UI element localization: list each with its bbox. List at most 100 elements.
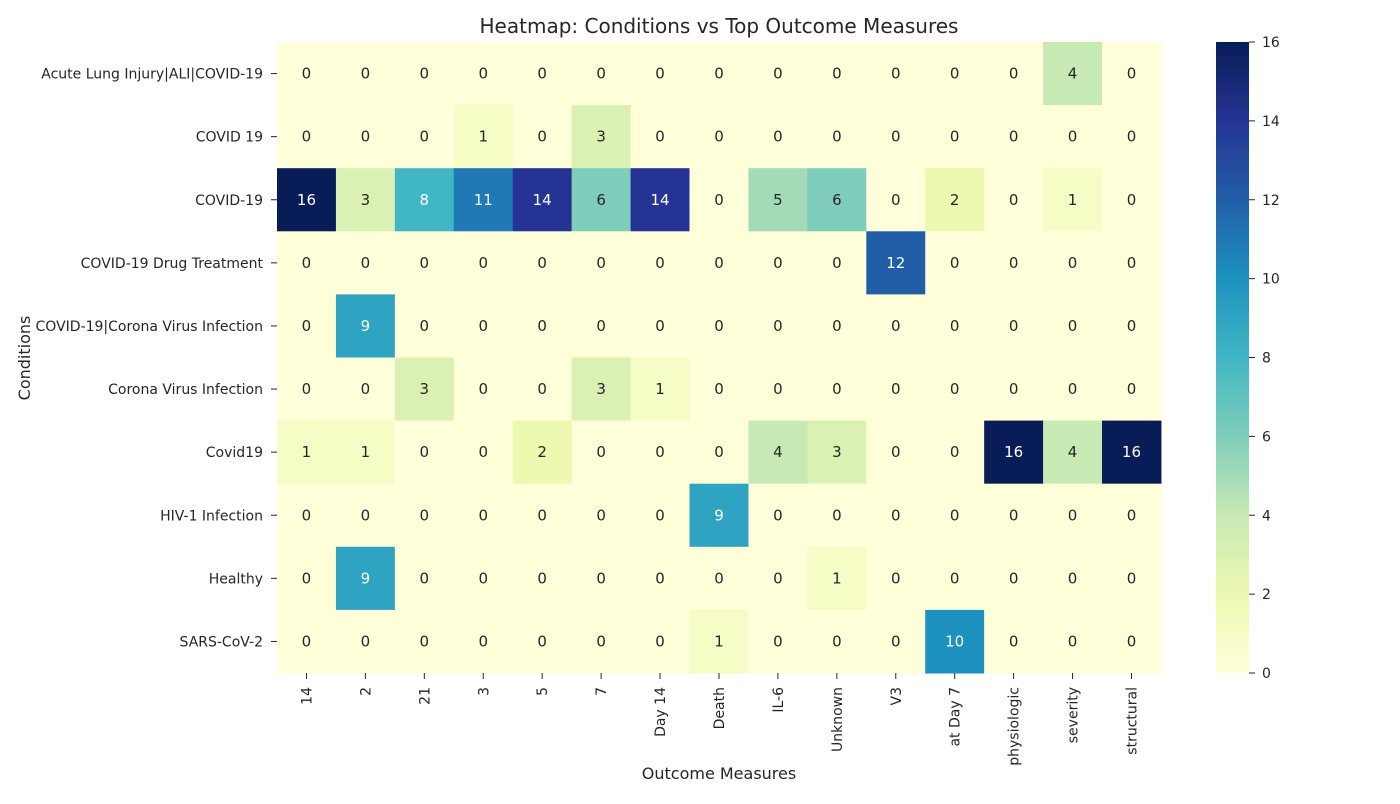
- y-tick-label: Corona Virus Infection: [108, 382, 263, 398]
- cell-value-label: 0: [773, 317, 783, 335]
- cell-value-label: 10: [945, 632, 964, 650]
- cell-value-label: 0: [1068, 317, 1078, 335]
- cell-value-label: 0: [1127, 569, 1137, 587]
- heatmap-cell: [571, 420, 632, 485]
- cell-value-label: 0: [1127, 506, 1137, 524]
- heatmap-cell: [1102, 357, 1162, 422]
- cell-value-label: 11: [474, 191, 493, 209]
- cell-value-label: 3: [596, 128, 606, 146]
- cell-value-label: 14: [650, 191, 669, 209]
- heatmap-cell: [335, 168, 396, 232]
- cell-value-label: 0: [655, 506, 665, 524]
- cell-value-label: 0: [1127, 380, 1137, 398]
- y-axis-label: Conditions: [15, 316, 34, 401]
- colorbar-tick-label: 16: [1262, 35, 1280, 51]
- heatmap-cell: [512, 420, 573, 485]
- y-tick-label: COVID-19: [195, 193, 263, 209]
- y-axis-tick-labels: Acute Lung Injury|ALI|COVID-19 COVID 19 CO…: [36, 67, 277, 650]
- cell-value-label: 0: [361, 632, 371, 650]
- cell-value-label: 0: [773, 254, 783, 272]
- heatmap-cell: [394, 420, 455, 485]
- heatmap-cell: [277, 483, 337, 548]
- heatmap-cell: [630, 231, 691, 295]
- cell-value-label: 0: [832, 380, 842, 398]
- heatmap-cell: [984, 357, 1044, 422]
- cell-value-label: 8: [420, 191, 430, 209]
- heatmap-cell: [925, 483, 985, 548]
- heatmap-cell: [512, 168, 573, 232]
- heatmap-cell: [277, 168, 337, 232]
- cell-value-label: 0: [655, 65, 665, 83]
- x-axis-tick-labels: 14 2 21 3 5 7 Day 14 Death IL-6 Unknown V3 at Day 7…: [299, 673, 1140, 766]
- cell-value-label: 4: [1068, 443, 1078, 461]
- cell-value-label: 0: [537, 317, 547, 335]
- heatmap-cell: [394, 483, 455, 548]
- heatmap-cell: [748, 168, 808, 232]
- cell-value-label: 0: [714, 317, 724, 335]
- y-tick-label: Healthy: [209, 571, 263, 587]
- heatmap-cell: [1102, 42, 1162, 106]
- cell-value-label: 1: [1068, 191, 1078, 209]
- heatmap-cell: [335, 294, 396, 358]
- heatmap-cell: [1102, 546, 1162, 611]
- cell-value-label: 0: [302, 128, 312, 146]
- heatmap-cell: [394, 105, 455, 169]
- heatmap-cell: [866, 357, 926, 422]
- colorbar-tick-label: 10: [1262, 272, 1280, 288]
- cell-value-label: 0: [537, 506, 547, 524]
- heatmap-cell: [866, 609, 926, 674]
- cell-value-label: 0: [1127, 317, 1137, 335]
- cell-value-label: 0: [361, 128, 371, 146]
- cell-value-label: 0: [1009, 380, 1019, 398]
- cell-value-label: 1: [478, 128, 488, 146]
- heatmap-cell: [512, 42, 573, 106]
- heatmap-cell: [571, 105, 632, 169]
- cell-value-label: 0: [773, 128, 783, 146]
- heatmap-cell: [925, 294, 985, 358]
- heatmap-cell: [1043, 420, 1103, 485]
- heatmap-cell: [571, 483, 632, 548]
- cell-value-label: 0: [1068, 506, 1078, 524]
- heatmap-cell: [335, 546, 396, 611]
- heatmap-cell: [394, 357, 455, 422]
- heatmap-cell: [1043, 294, 1103, 358]
- heatmap-cell: [394, 168, 455, 232]
- cell-value-label: 0: [537, 65, 547, 83]
- cell-value-label: 0: [596, 443, 606, 461]
- cell-value-label: 0: [773, 380, 783, 398]
- cell-value-label: 0: [714, 254, 724, 272]
- heatmap-cell: [394, 42, 455, 106]
- colorbar-tick-label: 14: [1262, 114, 1280, 130]
- heatmap-cell: [571, 609, 632, 674]
- heatmap-cell: [866, 420, 926, 485]
- cell-value-label: 0: [1127, 254, 1137, 272]
- heatmap-cell: [630, 294, 691, 358]
- heatmap-cell: [689, 42, 749, 106]
- cell-value-label: 0: [478, 569, 488, 587]
- cell-value-label: 0: [596, 65, 606, 83]
- cell-value-label: 0: [773, 632, 783, 650]
- heatmap-cell: [453, 168, 514, 232]
- cell-value-label: 3: [420, 380, 430, 398]
- cell-value-label: 4: [1068, 65, 1078, 83]
- cell-value-label: 0: [302, 317, 312, 335]
- cell-value-label: 16: [1122, 443, 1141, 461]
- heatmap-cell: [571, 546, 632, 611]
- heatmap-cell: [1043, 42, 1103, 106]
- cell-value-label: 0: [891, 506, 901, 524]
- heatmap-cell: [277, 420, 337, 485]
- heatmap-cell: [630, 357, 691, 422]
- heatmap-cell: [866, 42, 926, 106]
- cell-value-label: 6: [596, 191, 606, 209]
- cell-value-label: 0: [714, 443, 724, 461]
- heatmap-cell: [925, 420, 985, 485]
- x-tick-label: Death: [712, 687, 728, 729]
- heatmap-cell: [1102, 105, 1162, 169]
- cell-value-label: 9: [361, 569, 371, 587]
- heatmap-cell: [748, 231, 808, 295]
- cell-value-label: 0: [302, 506, 312, 524]
- heatmap-cell: [277, 357, 337, 422]
- heatmap-cell: [925, 231, 985, 295]
- x-tick-label: Unknown: [830, 687, 846, 752]
